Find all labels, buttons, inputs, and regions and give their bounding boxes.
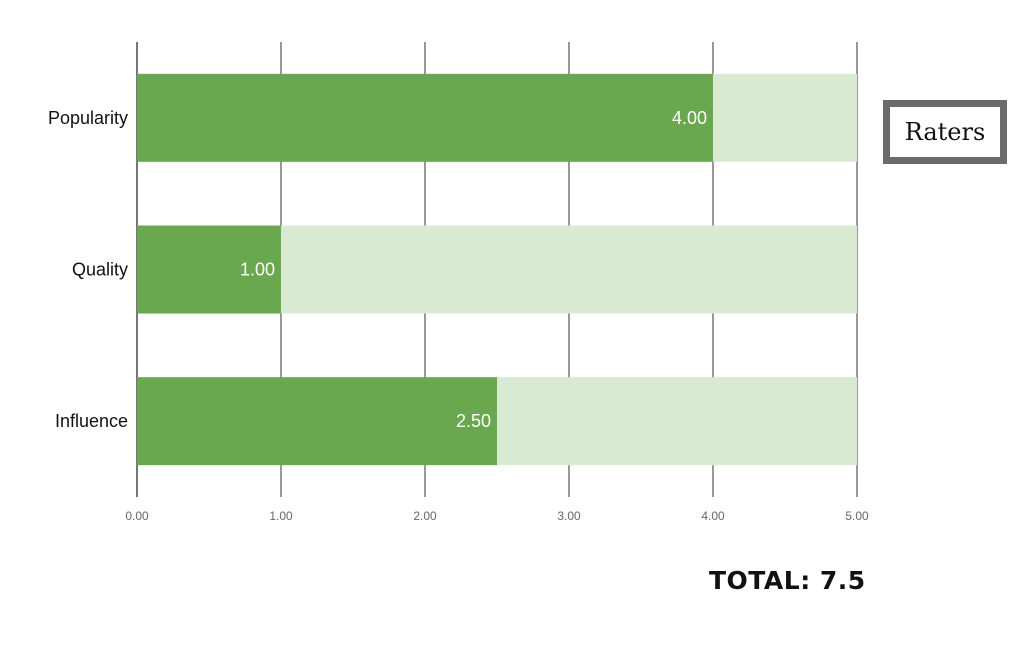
category-label: Popularity: [48, 108, 128, 128]
category-label: Influence: [55, 411, 128, 431]
bar-popularity: [137, 73, 713, 162]
bar-quality: [137, 225, 281, 314]
x-tick-label: 5.00: [845, 509, 869, 523]
bar-remainder-popularity: [713, 73, 857, 162]
x-tick-label: 1.00: [269, 509, 293, 523]
x-tick-label: 4.00: [701, 509, 725, 523]
data-label: 2.50: [456, 411, 491, 431]
x-tick-label: 0.00: [125, 509, 149, 523]
x-tick-label: 3.00: [557, 509, 581, 523]
bar-remainder-influence: [497, 377, 857, 466]
bar-influence: [137, 377, 497, 466]
x-tick-label: 2.00: [413, 509, 437, 523]
legend: Raters: [883, 100, 1007, 164]
data-label: 4.00: [672, 108, 707, 128]
bar-remainder-quality: [281, 225, 857, 314]
legend-label: Raters: [904, 118, 986, 146]
total-score: TOTAL: 7.5: [709, 566, 866, 595]
category-label: Quality: [72, 260, 128, 280]
data-label: 1.00: [240, 260, 275, 280]
